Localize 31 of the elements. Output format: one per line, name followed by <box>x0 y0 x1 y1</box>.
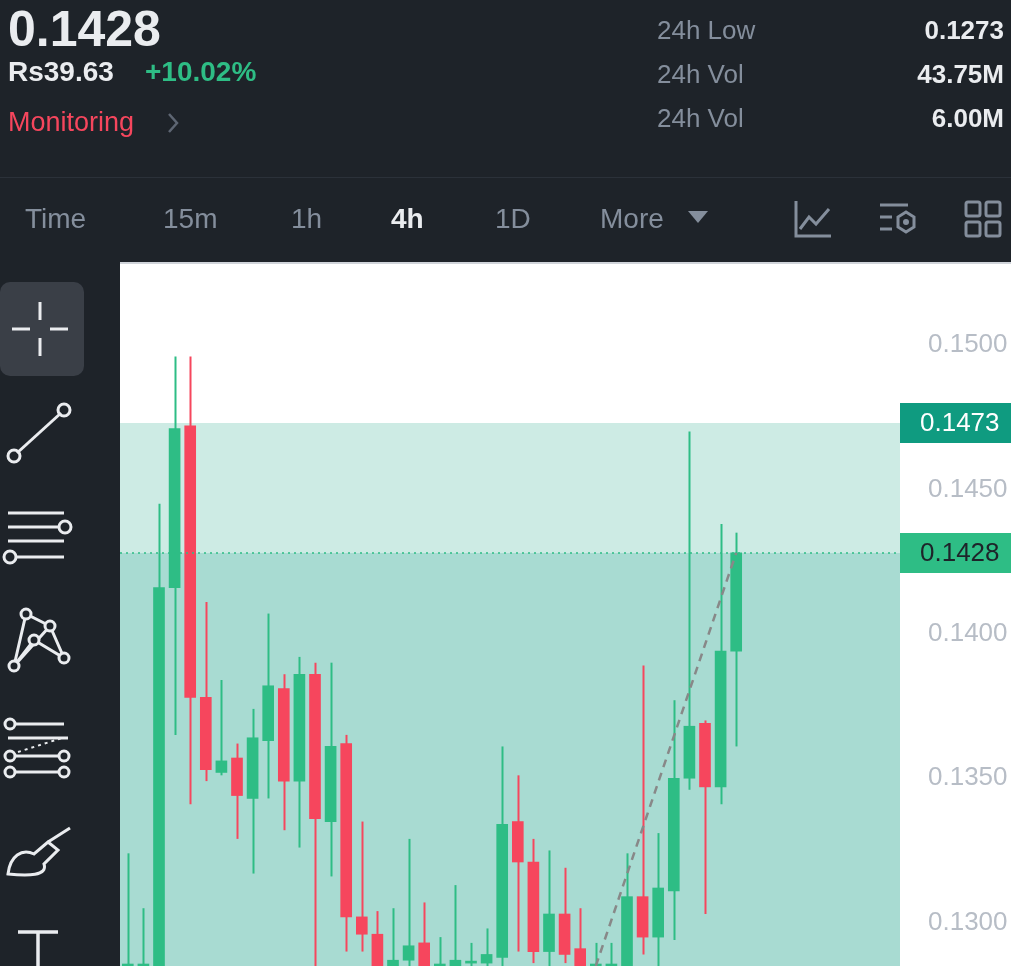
y-tick-label: 0.1350 <box>928 761 1008 792</box>
text: 24h Low <box>657 15 756 46</box>
y-tick-label: 0.1400 <box>928 616 1008 647</box>
text: 4h <box>391 203 424 235</box>
text: More <box>600 203 664 235</box>
text: 0.1273 <box>924 15 1004 46</box>
text: Monitoring <box>8 107 135 138</box>
text: 15m <box>163 203 218 235</box>
candlestick <box>387 907 399 966</box>
candlestick <box>215 679 228 777</box>
candlestick <box>480 927 493 966</box>
text: 24h Vol <box>657 59 744 90</box>
text: 24h Vol <box>657 103 744 134</box>
text: Rs39.63 <box>8 56 114 88</box>
y-tick-label: 0.1300 <box>928 905 1008 936</box>
band-label: 0.1473 <box>920 407 1000 438</box>
chart-title: 0.1428 <box>8 0 161 58</box>
text: Time <box>25 203 87 235</box>
candlestick <box>355 820 368 953</box>
candlestick <box>449 884 462 966</box>
text: 43.75M <box>917 59 1004 90</box>
text: +10.02% <box>145 56 257 88</box>
text: 1h <box>291 203 323 235</box>
text: 6.00M <box>931 103 1004 134</box>
candlestick <box>402 837 415 966</box>
y-tick-label: 0.1500 <box>928 328 1008 359</box>
candlestick <box>574 907 587 966</box>
candlestick <box>418 901 431 966</box>
ref-line-label: 0.1428 <box>920 537 1000 568</box>
y-tick-label: 0.1450 <box>928 472 1008 503</box>
text: 1D <box>495 203 531 235</box>
